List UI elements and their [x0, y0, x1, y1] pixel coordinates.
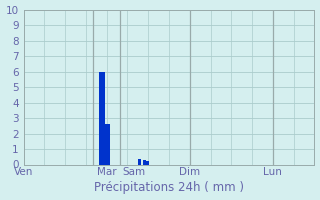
Bar [146, 161, 148, 164]
X-axis label: Précipitations 24h ( mm ): Précipitations 24h ( mm ) [94, 181, 244, 194]
Bar [100, 72, 105, 164]
Bar [139, 159, 141, 164]
Bar [143, 160, 146, 164]
Bar [105, 124, 110, 164]
